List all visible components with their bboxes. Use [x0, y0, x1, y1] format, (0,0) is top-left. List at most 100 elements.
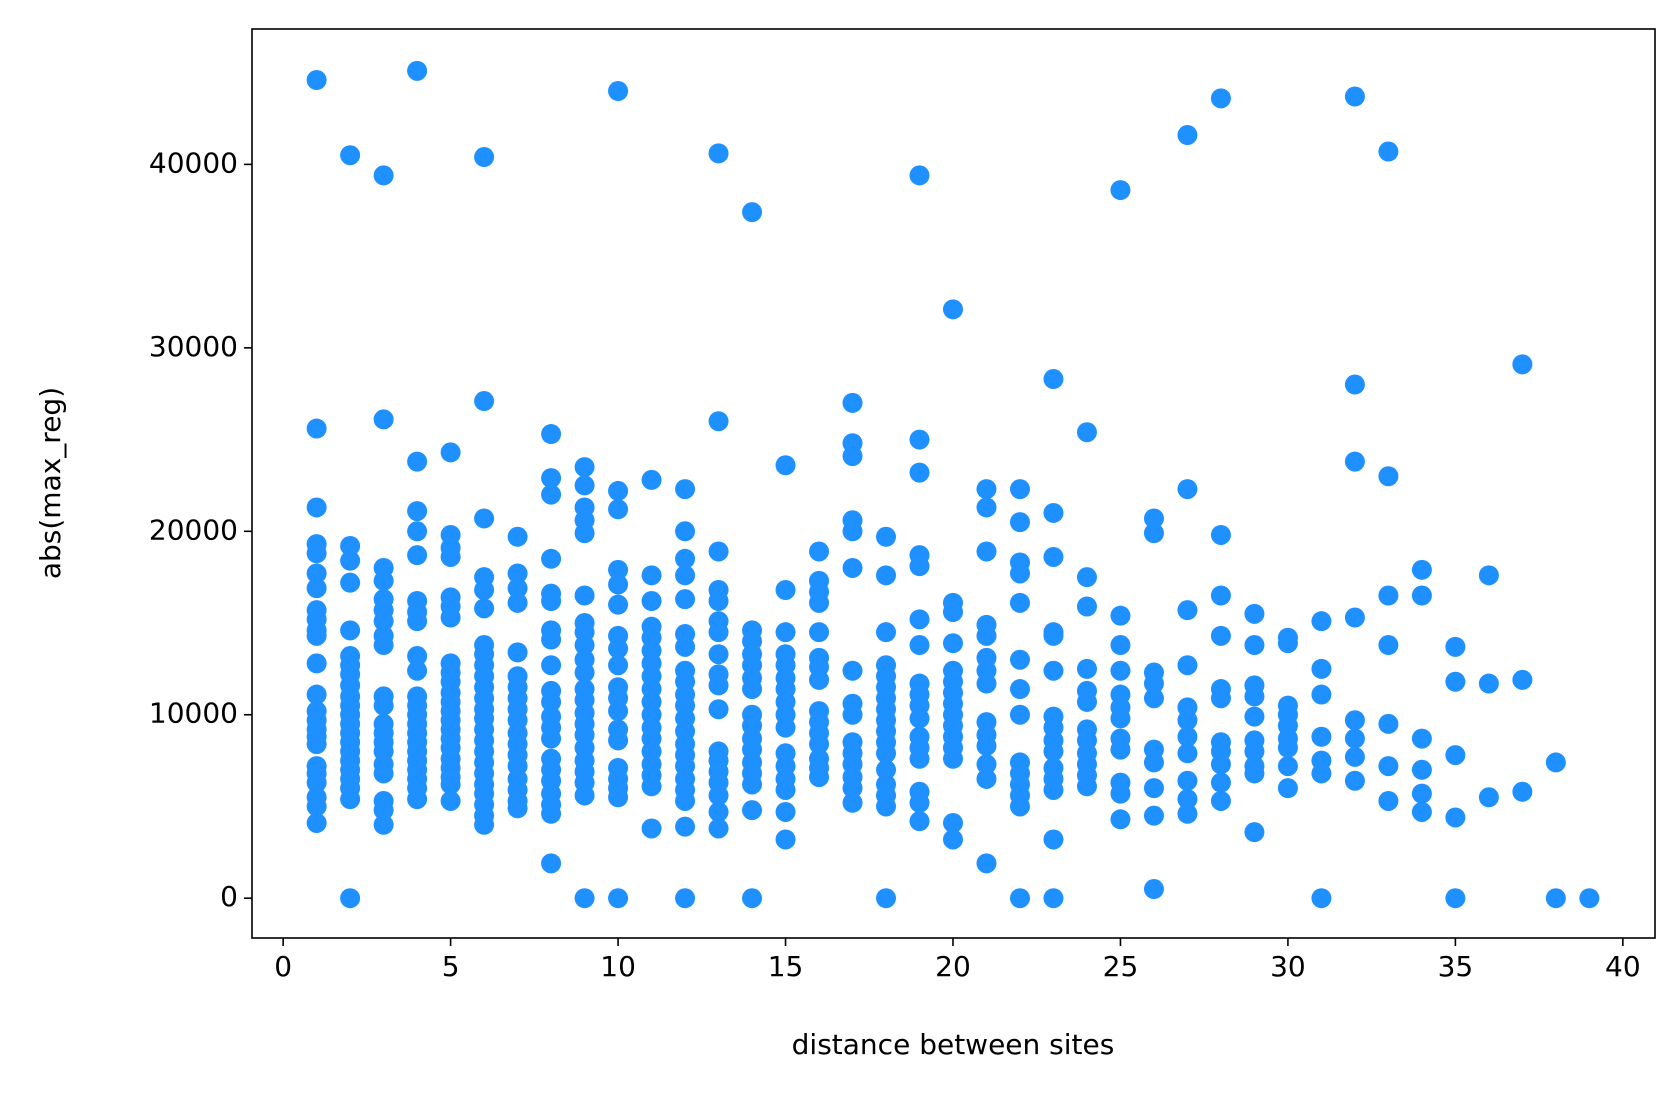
point: [541, 803, 562, 824]
plot-frame: [251, 28, 1656, 939]
point: [1411, 559, 1432, 580]
point: [1076, 658, 1097, 679]
point: [1344, 710, 1365, 731]
point: [1177, 743, 1198, 764]
point: [641, 591, 662, 612]
point: [507, 798, 528, 819]
point: [1311, 888, 1332, 909]
point: [976, 768, 997, 789]
point: [876, 565, 897, 586]
point: [675, 565, 696, 586]
point: [1344, 728, 1365, 749]
point: [1177, 600, 1198, 621]
y-axis-label: abs(max_reg): [34, 387, 67, 579]
x-tick-label: 5: [442, 950, 460, 983]
point: [373, 763, 394, 784]
y-tick-label: 10000: [149, 697, 238, 730]
point: [909, 429, 930, 450]
point: [976, 853, 997, 874]
x-tick-label: 15: [768, 950, 804, 983]
point: [708, 818, 729, 839]
point: [1378, 713, 1399, 734]
point: [574, 635, 595, 656]
point: [1344, 770, 1365, 791]
point: [1378, 790, 1399, 811]
y-tick-label: 20000: [149, 513, 238, 546]
point: [306, 796, 327, 817]
point: [809, 622, 830, 643]
point: [1344, 374, 1365, 395]
point: [507, 578, 528, 599]
point: [1110, 783, 1131, 804]
point: [407, 501, 428, 522]
point: [1009, 479, 1030, 500]
x-tick-label: 0: [274, 950, 292, 983]
point: [976, 735, 997, 756]
point: [541, 691, 562, 712]
point: [407, 545, 428, 566]
point: [1043, 741, 1064, 762]
point: [340, 535, 361, 556]
point: [306, 684, 327, 705]
point: [942, 748, 963, 769]
point: [842, 704, 863, 725]
point: [1110, 635, 1131, 656]
point: [407, 60, 428, 81]
point: [574, 662, 595, 683]
point: [942, 299, 963, 320]
point: [1210, 688, 1231, 709]
point: [541, 548, 562, 569]
point: [1445, 888, 1466, 909]
point: [541, 424, 562, 445]
point: [1210, 772, 1231, 793]
point: [340, 888, 361, 909]
point: [1009, 512, 1030, 533]
point: [842, 660, 863, 681]
point: [1478, 787, 1499, 808]
point: [1378, 756, 1399, 777]
point: [608, 655, 629, 676]
point: [1009, 563, 1030, 584]
point: [1344, 86, 1365, 107]
point: [675, 790, 696, 811]
point: [1043, 888, 1064, 909]
point: [1378, 635, 1399, 656]
point: [876, 759, 897, 780]
point: [1143, 688, 1164, 709]
point: [742, 800, 763, 821]
point: [1177, 125, 1198, 146]
point: [306, 69, 327, 90]
y-tick-label: 40000: [149, 146, 238, 179]
point: [1210, 524, 1231, 545]
point: [1143, 523, 1164, 544]
point: [942, 602, 963, 623]
point: [708, 785, 729, 806]
point: [809, 734, 830, 755]
point: [1445, 636, 1466, 657]
point: [1210, 585, 1231, 606]
point: [474, 508, 495, 529]
point: [909, 792, 930, 813]
point: [708, 801, 729, 822]
y-tick-label: 0: [220, 880, 238, 913]
point: [708, 622, 729, 643]
point: [373, 695, 394, 716]
point: [1009, 888, 1030, 909]
point: [842, 792, 863, 813]
point: [675, 479, 696, 500]
point: [842, 392, 863, 413]
point: [842, 521, 863, 542]
point: [1177, 726, 1198, 747]
point: [1110, 708, 1131, 729]
y-tick-label: 30000: [149, 330, 238, 363]
point: [1009, 649, 1030, 670]
point: [1344, 607, 1365, 628]
point: [1378, 466, 1399, 487]
point: [909, 462, 930, 483]
point: [306, 625, 327, 646]
point: [1277, 633, 1298, 654]
point: [1110, 660, 1131, 681]
point: [675, 888, 696, 909]
point: [1210, 88, 1231, 109]
point: [876, 888, 897, 909]
